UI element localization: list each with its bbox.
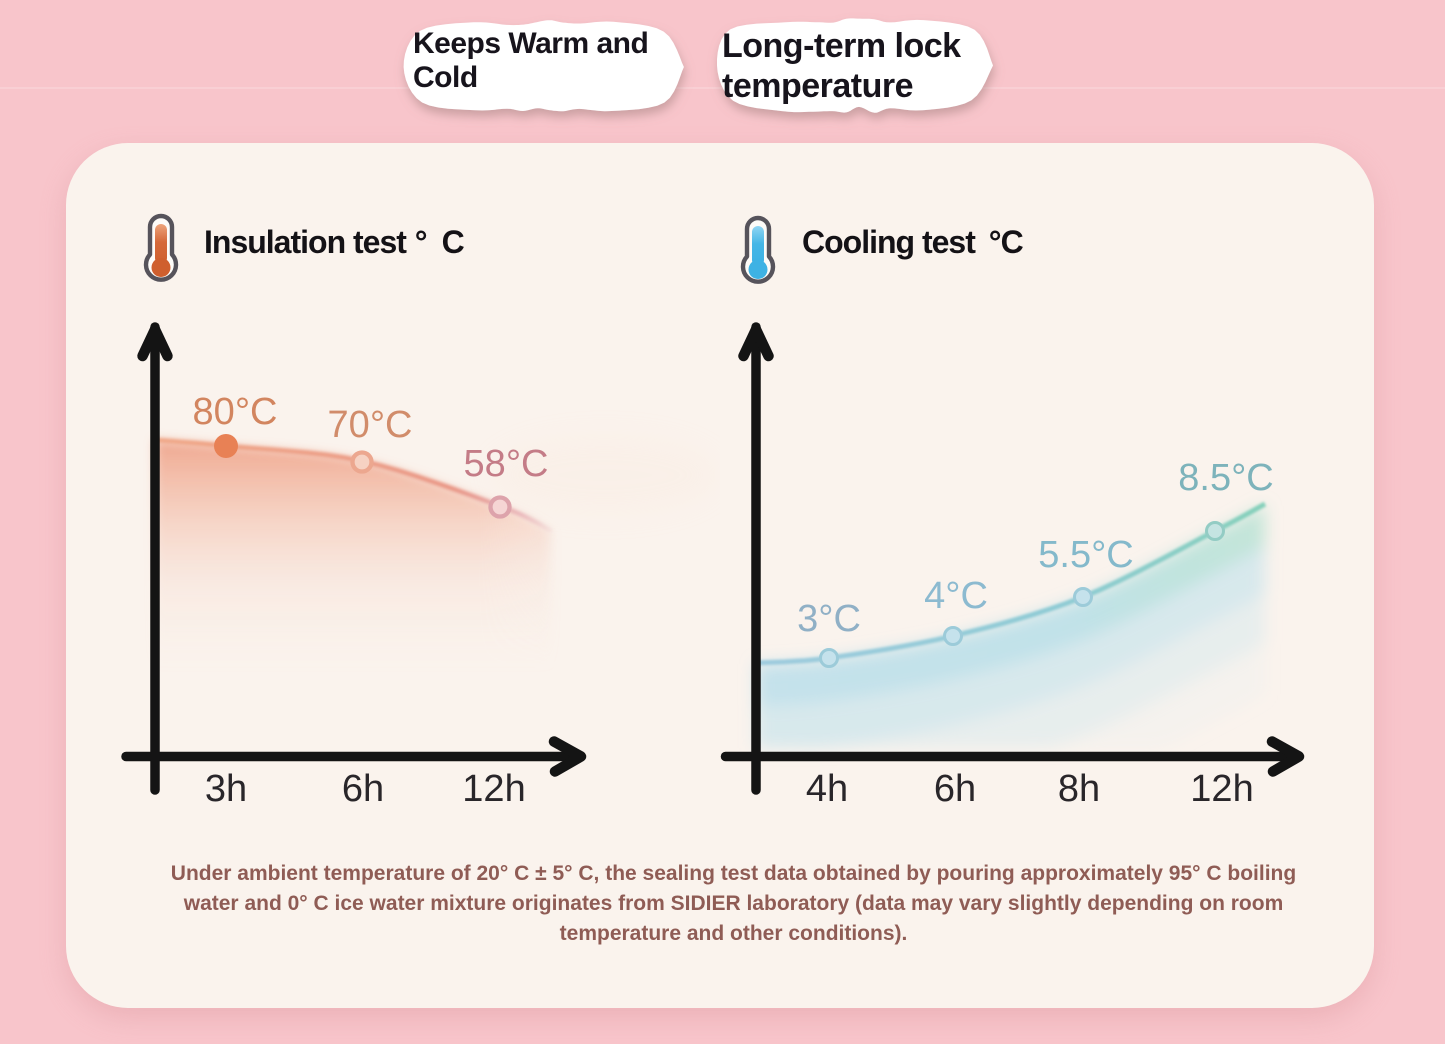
svg-text:70°C: 70°C	[328, 404, 413, 446]
svg-text:80°C: 80°C	[193, 391, 278, 433]
svg-text:6h: 6h	[342, 768, 384, 810]
svg-text:8h: 8h	[1058, 768, 1100, 810]
svg-text:12h: 12h	[1190, 768, 1253, 810]
svg-text:5.5°C: 5.5°C	[1038, 534, 1133, 576]
svg-text:3°C: 3°C	[797, 598, 861, 640]
svg-text:4°C: 4°C	[924, 575, 988, 617]
svg-text:58°C: 58°C	[464, 443, 549, 485]
svg-text:12h: 12h	[462, 768, 525, 810]
svg-text:6h: 6h	[934, 768, 976, 810]
svg-text:8.5°C: 8.5°C	[1178, 457, 1273, 499]
svg-text:4h: 4h	[806, 768, 848, 810]
svg-text:3h: 3h	[205, 768, 247, 810]
